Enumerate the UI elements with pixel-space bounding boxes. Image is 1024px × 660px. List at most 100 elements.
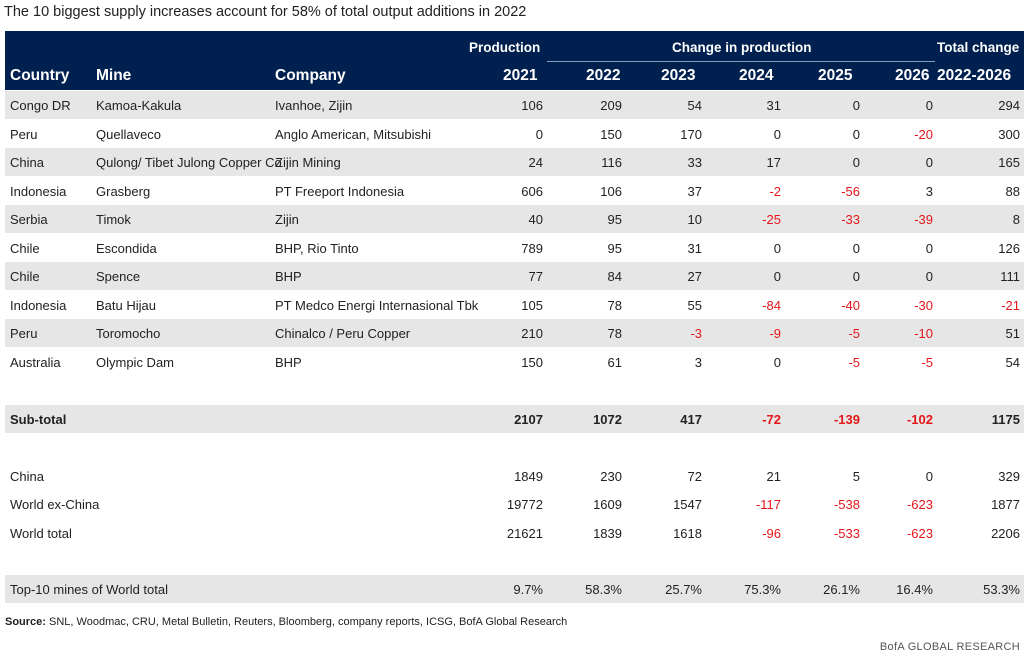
value-cell: 0 xyxy=(535,126,543,142)
mine-cell: Toromocho xyxy=(96,326,161,341)
value-cell: 1839 xyxy=(593,526,622,541)
value-cell: 1609 xyxy=(593,497,622,512)
header-total-change: Total change xyxy=(937,40,1020,55)
value-cell: 72 xyxy=(687,469,702,484)
value-cell: 3 xyxy=(925,183,933,199)
value-cell: 0 xyxy=(925,469,933,484)
value-cell: 19772 xyxy=(506,497,543,512)
value-cell: 329 xyxy=(998,469,1020,484)
value-cell: -56 xyxy=(841,183,860,199)
value-cell: -533 xyxy=(833,526,860,541)
value-cell: 150 xyxy=(521,354,543,370)
header-2024: 2024 xyxy=(739,67,774,84)
table-row: Chile Spence BHP 77 84 27 0 0 0 111 xyxy=(5,262,1024,290)
value-cell: 37 xyxy=(687,183,702,199)
value-cell: 294 xyxy=(998,98,1020,113)
value-cell: 230 xyxy=(600,469,622,484)
value-cell: -25 xyxy=(762,212,781,227)
mine-cell: Olympic Dam xyxy=(96,354,175,370)
country-cell: Peru xyxy=(10,326,38,341)
value-cell: 0 xyxy=(925,98,933,113)
header-change-in-production: Change in production xyxy=(672,40,812,55)
country-cell: Serbia xyxy=(10,212,48,227)
value-cell: 95 xyxy=(607,240,622,256)
value-cell: 8 xyxy=(1012,212,1020,227)
value-cell: 5 xyxy=(852,469,860,484)
header-country: Country xyxy=(10,67,70,84)
value-cell: 606 xyxy=(521,183,543,199)
value-cell: 61 xyxy=(607,354,622,370)
value-cell: 209 xyxy=(600,98,622,113)
value-cell: 75.3% xyxy=(744,582,781,597)
value-cell: 417 xyxy=(680,412,702,427)
table-row: Australia Olympic Dam BHP 150 61 3 0 -5 -5 54 xyxy=(5,348,1024,376)
value-cell: 25.7% xyxy=(665,582,702,597)
value-cell: 0 xyxy=(925,269,933,284)
value-cell: 0 xyxy=(773,126,781,142)
value-cell: 16.4% xyxy=(896,582,933,597)
value-cell: 1547 xyxy=(673,497,702,512)
value-cell: 106 xyxy=(600,183,622,199)
country-cell: Chile xyxy=(10,269,40,284)
value-cell: -21 xyxy=(1001,297,1020,313)
mine-cell: Kamoa-Kakula xyxy=(96,98,182,113)
value-cell: 21621 xyxy=(506,526,543,541)
header-mine: Mine xyxy=(96,67,132,84)
table-header: Production Change in production Total ch… xyxy=(5,31,1024,90)
table-row: Peru Toromocho Chinalco / Peru Copper 210 78… xyxy=(5,319,1024,347)
subtotal-label: Sub-total xyxy=(10,412,67,427)
value-cell: 1072 xyxy=(593,412,622,427)
value-cell: -20 xyxy=(914,126,933,142)
value-cell: -9 xyxy=(769,326,781,341)
value-cell: 58.3% xyxy=(585,582,622,597)
value-cell: 88 xyxy=(1005,183,1020,199)
table-row: Chile Escondida BHP, Rio Tinto 789 95 31 0 0 0 12… xyxy=(5,234,1024,262)
value-cell: -623 xyxy=(906,526,933,541)
brand-footer: BofA GLOBAL RESEARCH xyxy=(879,641,1020,653)
share-row: Top-10 mines of World total 9.7% 58.3% 25.7… xyxy=(5,575,1024,603)
value-cell: -72 xyxy=(762,412,781,427)
company-cell: BHP xyxy=(275,269,302,284)
value-cell: 54 xyxy=(687,98,702,113)
value-cell: -2 xyxy=(769,183,781,199)
value-cell: -5 xyxy=(848,326,860,341)
country-cell: Indonesia xyxy=(10,297,67,313)
value-cell: -623 xyxy=(906,497,933,512)
company-cell: BHP, Rio Tinto xyxy=(275,240,359,256)
value-cell: 27 xyxy=(687,269,702,284)
value-cell: 789 xyxy=(521,240,543,256)
value-cell: 170 xyxy=(680,126,702,142)
value-cell: -102 xyxy=(906,412,933,427)
value-cell: 1849 xyxy=(514,469,543,484)
table-row: Congo DR Kamoa-Kakula Ivanhoe, Zijin 106 209… xyxy=(5,91,1024,119)
value-cell: -139 xyxy=(833,412,860,427)
header-2023: 2023 xyxy=(661,67,696,84)
totals-row: World ex-China 19772 1609 1547 -117 -538 -623 1… xyxy=(5,490,1024,518)
header-2022-2026: 2022-2026 xyxy=(937,67,1012,84)
value-cell: -30 xyxy=(914,297,933,313)
value-cell: 55 xyxy=(687,297,702,313)
totals-label: China xyxy=(10,469,44,484)
totals-row: World total 21621 1839 1618 -96 -533 -623 2206 xyxy=(5,519,1024,547)
value-cell: -33 xyxy=(841,212,860,227)
value-cell: 1877 xyxy=(991,497,1020,512)
totals-label: World ex-China xyxy=(10,497,100,512)
country-cell: Australia xyxy=(10,354,61,370)
table-row: Serbia Timok Zijin 40 95 10 -25 -33 -39 8 xyxy=(5,205,1024,233)
header-production: Production xyxy=(469,40,541,55)
value-cell: 95 xyxy=(607,212,622,227)
value-cell: 31 xyxy=(687,240,702,256)
table-row: Indonesia Batu Hijau PT Medco Energi Inter… xyxy=(5,291,1024,319)
mine-cell: Spence xyxy=(96,269,141,284)
mine-cell: Qulong/ Tibet Julong Copper Co xyxy=(96,155,282,170)
company-cell: Anglo American, Mitsubishi xyxy=(275,126,432,142)
page-title: The 10 biggest supply increases account … xyxy=(4,4,527,20)
company-cell: Zijin Mining xyxy=(275,155,341,170)
totals-label: World total xyxy=(10,526,72,541)
header-2021: 2021 xyxy=(503,67,538,84)
mine-cell: Grasberg xyxy=(96,183,151,199)
value-cell: -96 xyxy=(762,526,781,541)
value-cell: 17 xyxy=(766,155,781,170)
country-cell: China xyxy=(10,155,44,170)
value-cell: -3 xyxy=(690,326,702,341)
